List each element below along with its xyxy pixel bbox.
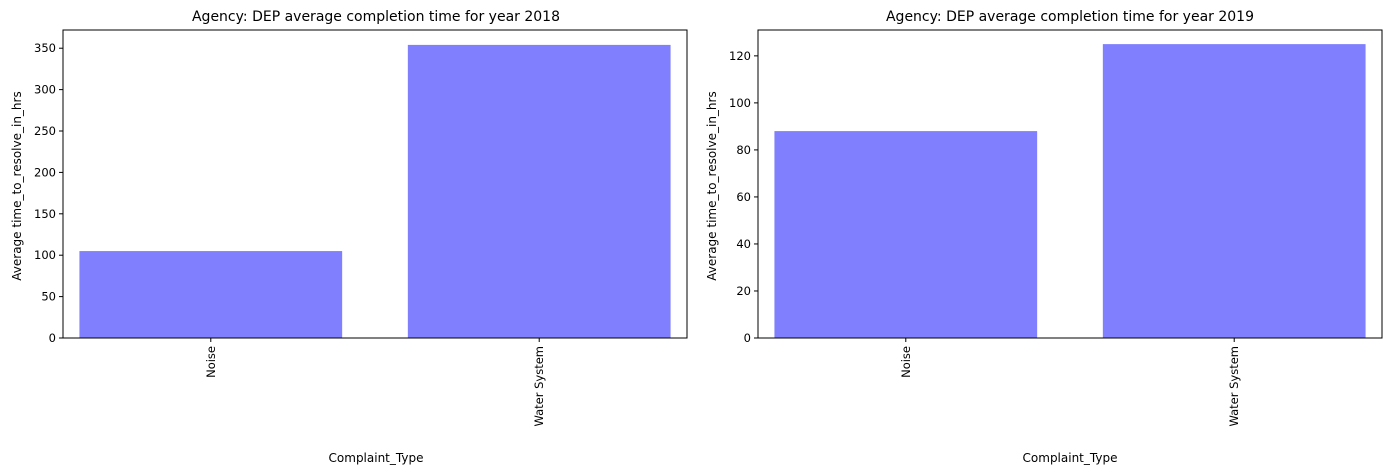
y-tick-label: 60 — [736, 190, 751, 204]
x-tick-label: Water System — [1227, 346, 1241, 427]
y-tick-label: 80 — [736, 143, 751, 157]
y-axis-label: Average time_to_resolve_in_hrs — [705, 91, 719, 280]
y-tick-label: 0 — [744, 331, 751, 345]
y-axis-label: Average time_to_resolve_in_hrs — [10, 91, 24, 280]
bar-noise — [79, 251, 343, 338]
y-tick-label: 250 — [34, 124, 56, 138]
y-tick-label: 150 — [34, 207, 56, 221]
x-tick-label: Water System — [532, 346, 546, 427]
y-tick-label: 300 — [34, 83, 56, 97]
y-tick-label: 100 — [34, 248, 56, 262]
chart-2019: Agency: DEP average completion time for … — [705, 9, 1383, 465]
bar-water-system — [407, 44, 671, 338]
chart-title: Agency: DEP average completion time for … — [192, 9, 560, 25]
y-tick-label: 120 — [729, 49, 751, 63]
y-tick-label: 50 — [41, 290, 56, 304]
x-axis-label: Complaint_Type — [1023, 451, 1118, 465]
x-tick-label: Noise — [899, 346, 913, 378]
y-tick-label: 40 — [736, 237, 751, 251]
y-tick-label: 20 — [736, 284, 751, 298]
y-tick-label: 100 — [729, 96, 751, 110]
y-tick-label: 350 — [34, 41, 56, 55]
bar-noise — [774, 131, 1038, 338]
plot-frame — [757, 29, 1383, 339]
tick-group: Noise Water System 0 20 40 60 80 100 120 — [729, 49, 1241, 427]
bar-water-system — [1102, 44, 1366, 338]
tick-group: Noise Water System 0 50 100 150 200 250 300 350 — [34, 41, 546, 426]
y-tick-label: 200 — [34, 165, 56, 179]
bar-group — [774, 44, 1366, 338]
x-tick-label: Noise — [204, 346, 218, 378]
chart-2018: Agency: DEP average completion time for … — [10, 9, 688, 465]
y-tick-label: 0 — [49, 331, 56, 345]
plot-frame — [62, 29, 688, 339]
bar-group — [79, 44, 671, 338]
chart-title: Agency: DEP average completion time for … — [886, 9, 1254, 25]
x-axis-label: Complaint_Type — [329, 451, 424, 465]
